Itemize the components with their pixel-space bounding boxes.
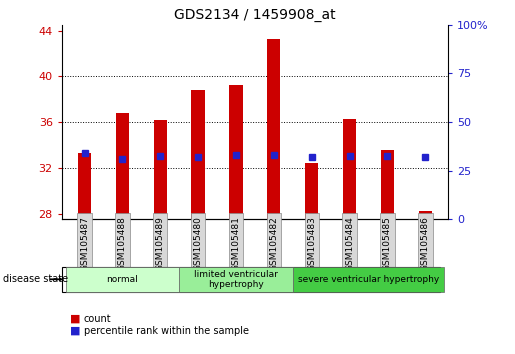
- Text: GSM105483: GSM105483: [307, 216, 316, 271]
- Bar: [153, 120, 167, 219]
- Text: GSM105480: GSM105480: [194, 216, 202, 271]
- FancyBboxPatch shape: [179, 267, 293, 292]
- Text: ■: ■: [70, 314, 80, 324]
- Bar: [192, 90, 205, 219]
- FancyBboxPatch shape: [293, 267, 444, 292]
- Bar: [381, 150, 394, 219]
- Text: GSM105487: GSM105487: [80, 216, 89, 271]
- Text: limited ventricular
hypertrophy: limited ventricular hypertrophy: [194, 270, 278, 289]
- Text: GSM105484: GSM105484: [345, 216, 354, 271]
- Bar: [305, 163, 318, 219]
- FancyBboxPatch shape: [65, 267, 179, 292]
- Bar: [78, 153, 91, 219]
- Text: GSM105489: GSM105489: [156, 216, 165, 271]
- Text: GSM105482: GSM105482: [269, 216, 279, 271]
- Text: ■: ■: [70, 326, 80, 336]
- Bar: [419, 211, 432, 219]
- Title: GDS2134 / 1459908_at: GDS2134 / 1459908_at: [174, 8, 336, 22]
- Text: GSM105481: GSM105481: [231, 216, 241, 271]
- Text: disease state: disease state: [3, 274, 67, 284]
- Text: count: count: [84, 314, 112, 324]
- Text: GSM105485: GSM105485: [383, 216, 392, 271]
- Bar: [116, 113, 129, 219]
- Text: GSM105486: GSM105486: [421, 216, 430, 271]
- Bar: [267, 39, 281, 219]
- Text: GSM105488: GSM105488: [118, 216, 127, 271]
- FancyBboxPatch shape: [62, 267, 440, 292]
- Text: severe ventricular hypertrophy: severe ventricular hypertrophy: [298, 275, 439, 284]
- Text: normal: normal: [107, 275, 138, 284]
- Bar: [229, 85, 243, 219]
- Bar: [343, 119, 356, 219]
- Text: percentile rank within the sample: percentile rank within the sample: [84, 326, 249, 336]
